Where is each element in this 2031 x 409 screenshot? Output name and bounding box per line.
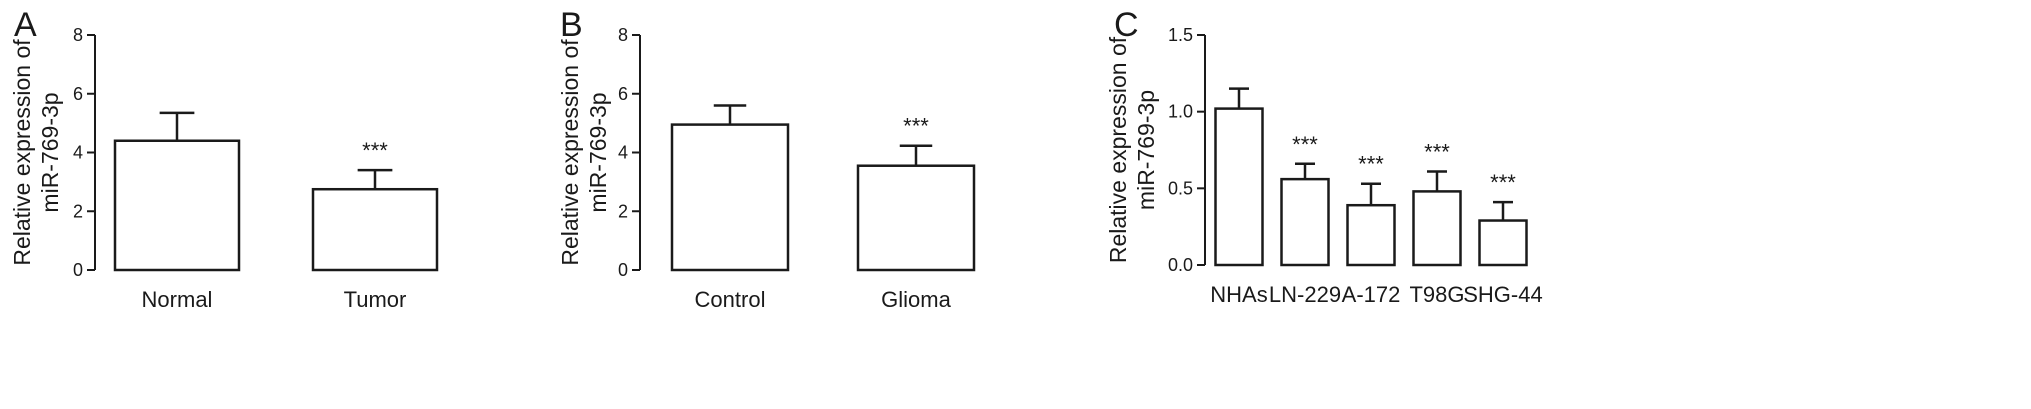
- panel-letter: B: [560, 6, 583, 44]
- bar-shg-44: [1478, 219, 1528, 267]
- x-category-label: SHG-44: [1463, 282, 1542, 307]
- y-tick-label: 6: [73, 84, 83, 104]
- y-axis-label: Relative expression of: [1105, 36, 1131, 263]
- x-category-label: Normal: [142, 287, 213, 312]
- bar-control: [670, 123, 790, 272]
- y-tick-label: 1.5: [1168, 25, 1193, 45]
- significance-mark: ***: [1358, 152, 1384, 177]
- significance-mark: ***: [1292, 132, 1318, 157]
- significance-mark: ***: [903, 114, 929, 139]
- y-tick-label: 0: [73, 260, 83, 280]
- y-tick-label: 1.0: [1168, 102, 1193, 122]
- bar-tumor: [311, 187, 439, 272]
- significance-mark: ***: [362, 138, 388, 163]
- y-tick-label: 2: [73, 201, 83, 221]
- y-tick-label: 0: [618, 260, 628, 280]
- y-tick-label: 2: [618, 201, 628, 221]
- x-category-label: Control: [695, 287, 766, 312]
- significance-mark: ***: [1490, 170, 1516, 195]
- y-tick-label: 6: [618, 84, 628, 104]
- y-tick-label: 4: [618, 143, 628, 163]
- x-category-label: T98G: [1409, 282, 1464, 307]
- x-category-label: Glioma: [881, 287, 951, 312]
- bar-ln-229: [1280, 177, 1330, 267]
- bar-glioma: [856, 164, 976, 272]
- x-category-label: A-172: [1342, 282, 1401, 307]
- bar-nhas: [1214, 107, 1264, 267]
- bar-normal: [113, 139, 241, 272]
- y-tick-label: 0.5: [1168, 178, 1193, 198]
- y-tick-label: 4: [73, 143, 83, 163]
- y-axis-label: miR-769-3p: [585, 92, 611, 212]
- bar-t98g: [1412, 190, 1462, 267]
- y-tick-label: 0.0: [1168, 255, 1193, 275]
- y-axis-label: miR-769-3p: [1133, 90, 1159, 210]
- significance-mark: ***: [1424, 139, 1450, 164]
- y-tick-label: 8: [73, 25, 83, 45]
- x-category-label: LN-229: [1269, 282, 1341, 307]
- y-axis-label: miR-769-3p: [37, 92, 63, 212]
- y-axis-label: Relative expression of: [557, 39, 583, 266]
- panel-letter: A: [14, 6, 37, 44]
- bar-a-172: [1346, 203, 1396, 267]
- y-axis-label: Relative expression of: [9, 39, 35, 266]
- panel-letter: C: [1114, 6, 1139, 44]
- x-category-label: Tumor: [344, 287, 407, 312]
- y-tick-label: 8: [618, 25, 628, 45]
- x-category-label: NHAs: [1210, 282, 1267, 307]
